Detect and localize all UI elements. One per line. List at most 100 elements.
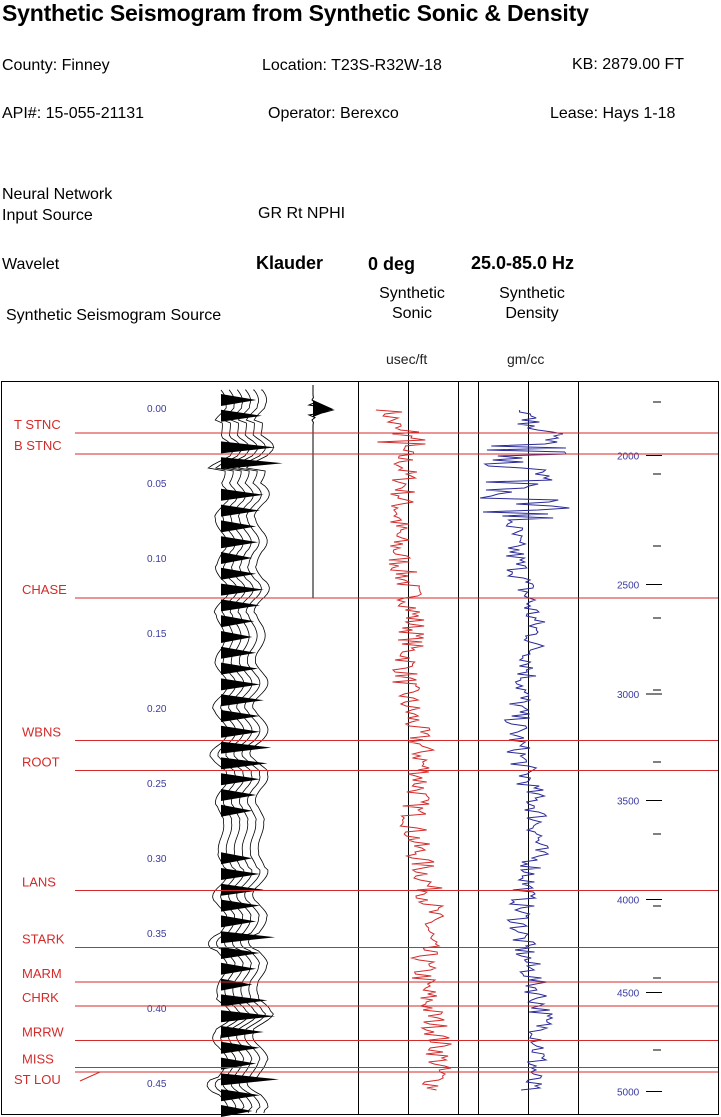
wavelet-peak	[313, 400, 333, 417]
trace-peak	[221, 504, 260, 517]
wavelet-band: 25.0-85.0 Hz	[471, 253, 575, 273]
trace-peak	[221, 978, 253, 991]
time-tick-label: 0.45	[147, 1079, 167, 1090]
sonic-title-line2: Sonic	[391, 305, 433, 322]
wavelet-type: Klauder	[256, 253, 324, 273]
trace-peak	[221, 552, 253, 564]
sonic-column-title: Synthetic Sonic	[362, 284, 462, 324]
density-title-line1: Synthetic	[499, 285, 565, 302]
formation-tops: T STNC B STNC CHASE WBNS ROOT LANS STARK MARM CH…	[14, 417, 718, 1087]
trace-peak	[221, 1105, 253, 1117]
trace-peak	[221, 789, 257, 801]
time-tick-label: 0.15	[147, 629, 167, 640]
wavelet-curve	[307, 385, 335, 598]
trace-peak	[221, 931, 276, 944]
seismogram-source-label: Synthetic Seismogram Source	[6, 307, 222, 324]
trace-peak	[221, 1026, 264, 1038]
time-tick-label: 0.25	[147, 779, 167, 790]
trace-peak	[221, 488, 264, 501]
trace-peak	[221, 883, 264, 896]
chart-title: Synthetic Seismogram from Synthetic Soni…	[2, 0, 589, 26]
sonic-title-line1: Synthetic	[379, 285, 445, 302]
trace-peak	[221, 678, 260, 691]
depth-tick-label: 3500	[617, 797, 640, 808]
formation-leader	[79, 1071, 101, 1082]
api-label: API#: 15-055-21131	[2, 105, 145, 122]
trace-peak	[221, 1041, 260, 1054]
trace-peak	[221, 915, 257, 928]
trace-peak	[221, 536, 259, 549]
trace-peak	[221, 852, 253, 865]
trace-peak	[221, 694, 264, 707]
trace-peak	[221, 631, 253, 643]
trace-wiggle-0	[206, 389, 235, 1114]
formation-label: B STNC	[14, 438, 62, 453]
trace-peak	[221, 567, 257, 580]
nn-label-line1: Neural Network	[2, 186, 113, 203]
sonic-log	[375, 409, 452, 1091]
formation-label: STARK	[22, 932, 65, 947]
kb-label: KB: 2879.00 FT	[572, 56, 685, 73]
density-title-line2: Density	[505, 305, 559, 322]
depth-tick-label: 4500	[617, 989, 640, 1000]
trace-peak	[221, 868, 260, 880]
formation-label: MRRW	[22, 1025, 64, 1040]
trace-peak	[221, 615, 255, 628]
trace-peak	[221, 804, 253, 817]
trace-peak	[221, 947, 260, 959]
trace-peak	[221, 725, 260, 738]
formation-label: CHASE	[22, 582, 67, 597]
depth-tick-label: 4000	[617, 896, 640, 907]
time-tick-label: 0.20	[147, 704, 167, 715]
nn-input-value: GR Rt NPHI	[258, 205, 346, 222]
trace-peak	[221, 409, 262, 422]
trace-peak	[221, 457, 283, 470]
trace-peak	[221, 1089, 260, 1102]
trace-peak	[221, 583, 264, 596]
formation-label: MARM	[22, 966, 62, 981]
density-unit-label: gm/cc	[507, 351, 545, 367]
trace-peak	[221, 599, 260, 612]
trace-peak	[221, 394, 257, 406]
time-tick-label: 0.05	[147, 479, 167, 490]
trace-peak	[221, 1073, 279, 1086]
trace-peak	[221, 662, 259, 675]
trace-peak	[221, 773, 260, 786]
wavelet-label: Wavelet	[2, 256, 60, 273]
trace-peak	[221, 1010, 276, 1023]
density-column-title: Synthetic Density	[482, 284, 582, 324]
formation-label: WBNS	[22, 725, 61, 740]
formation-label: ROOT	[22, 755, 60, 770]
time-tick-label: 0.35	[147, 929, 167, 940]
time-tick-label: 0.30	[147, 854, 167, 865]
trace-peak	[221, 1057, 257, 1070]
lease-label: Lease: Hays 1-18	[550, 105, 676, 122]
formation-label: CHRK	[22, 990, 59, 1005]
trace-peak	[221, 520, 257, 533]
location-label: Location: T23S-R32W-18	[262, 57, 442, 74]
trace-peak	[221, 741, 272, 754]
time-tick-label: 0.10	[147, 554, 167, 565]
trace-peak	[221, 441, 276, 454]
trace-peak	[221, 994, 268, 1007]
density-curve	[480, 409, 570, 1091]
wavelet-phase: 0 deg	[368, 254, 416, 274]
seismic-traces	[206, 389, 283, 1117]
nn-label-line2: Input Source	[2, 207, 93, 224]
time-tick-label: 0.00	[147, 404, 167, 415]
depth-tick-label: 2000	[617, 452, 640, 463]
formation-label: T STNC	[14, 417, 61, 432]
operator-label: Operator: Berexco	[268, 105, 399, 122]
county-label: County: Finney	[2, 57, 110, 74]
trace-peak	[221, 962, 257, 975]
trace-peak	[221, 710, 260, 722]
time-tick-label: 0.40	[147, 1004, 167, 1015]
sonic-curve	[375, 409, 452, 1091]
formation-label: ST LOU	[14, 1072, 61, 1087]
trace-peak	[221, 899, 260, 912]
density-log	[480, 409, 570, 1091]
sonic-unit-label: usec/ft	[386, 351, 428, 367]
trace-peak	[221, 646, 257, 659]
plot-frame	[1, 381, 719, 1115]
